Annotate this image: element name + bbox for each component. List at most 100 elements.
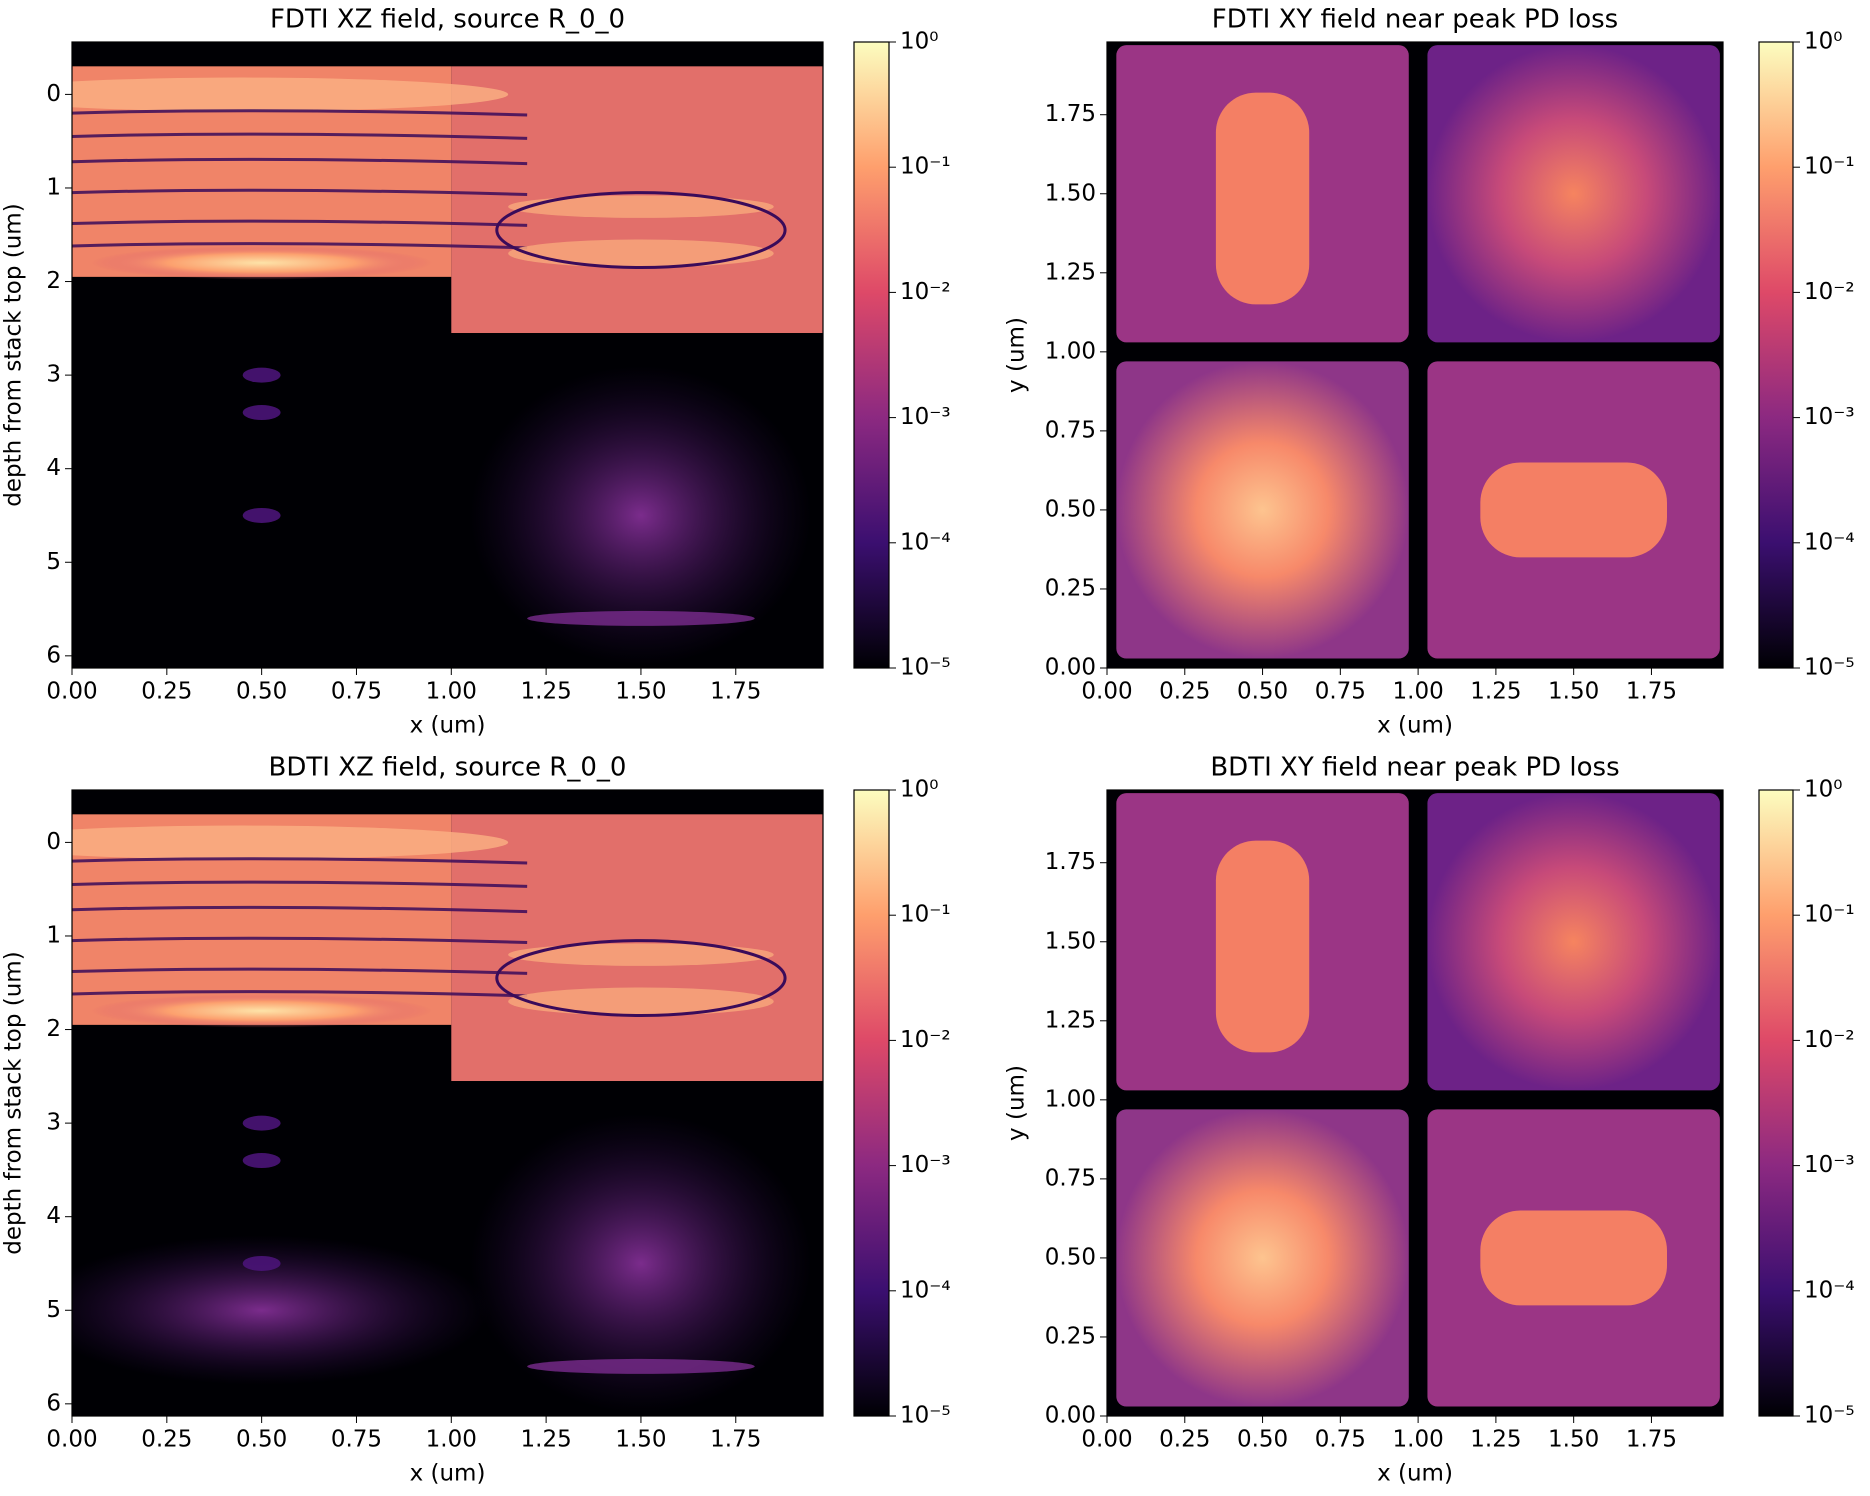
colorbar-tick-label: 10⁰ <box>1804 777 1843 803</box>
y-axis-label: depth from stack top (um) <box>1 203 27 506</box>
field-stripe <box>495 191 787 270</box>
field-stripe <box>72 936 528 945</box>
x-tick-label: 0.25 <box>1159 679 1210 705</box>
field-region <box>508 987 774 1016</box>
y-tick-label: 1.75 <box>1045 101 1096 127</box>
x-tick-label: 0.00 <box>1081 1427 1132 1453</box>
y-tick-label: 1.25 <box>1045 259 1096 285</box>
colorbar-tick-label: 10⁻⁵ <box>900 655 951 681</box>
y-tick-label: 2 <box>46 1016 61 1042</box>
panel: BDTI XY field near peak PD loss 0.00 0.25 0… <box>1004 753 1855 1487</box>
y-axis-label: y (um) <box>1004 1065 1030 1141</box>
x-tick-label: 1.75 <box>1626 1427 1677 1453</box>
x-tick-label: 0.00 <box>46 1427 97 1453</box>
y-tick-label: 1.25 <box>1045 1007 1096 1033</box>
x-tick-label: 1.50 <box>615 679 666 705</box>
field-region <box>242 367 281 383</box>
y-tick-label: 0 <box>46 81 61 107</box>
colorbar-tick-label: 10⁻⁴ <box>1804 529 1855 555</box>
y-tick-label: 1.50 <box>1045 180 1096 206</box>
field-region <box>90 245 433 280</box>
field-region <box>527 610 755 626</box>
colorbar-tick-label: 10⁻⁴ <box>900 1277 951 1303</box>
field-stripe <box>72 188 528 197</box>
y-tick-label: 0.50 <box>1045 1244 1096 1270</box>
field-region <box>1427 45 1720 343</box>
x-tick-label: 1.00 <box>426 679 477 705</box>
field-region <box>527 1358 755 1374</box>
field-stripe <box>72 967 528 975</box>
field-region <box>1215 840 1310 1053</box>
x-tick-label: 0.25 <box>141 679 192 705</box>
y-tick-label: 0.00 <box>1045 1403 1096 1429</box>
field-stripe <box>72 905 528 914</box>
colorbar-tick-label: 10⁻¹ <box>1804 902 1855 928</box>
colorbar-tick-label: 10⁻² <box>1804 1027 1855 1053</box>
field-region <box>1480 462 1667 558</box>
x-tick-label: 1.50 <box>615 1427 666 1453</box>
x-tick-label: 0.50 <box>1237 679 1288 705</box>
y-tick-label: 0.00 <box>1045 655 1096 681</box>
field-region <box>72 825 509 860</box>
field-stripe <box>72 242 528 250</box>
y-tick-label: 1.50 <box>1045 928 1096 954</box>
y-tick-label: 0.25 <box>1045 575 1096 601</box>
colorbar-tick-label: 10⁻¹ <box>900 154 951 180</box>
x-tick-label: 0.50 <box>1237 1427 1288 1453</box>
field-stripe <box>72 990 528 998</box>
colorbar-tick-label: 10⁻² <box>900 1027 951 1053</box>
colorbar-tick-label: 10⁻¹ <box>1804 154 1855 180</box>
x-tick-label: 0.00 <box>46 679 97 705</box>
y-tick-label: 0 <box>46 829 61 855</box>
y-tick-label: 4 <box>46 1203 61 1229</box>
y-tick-label: 1.00 <box>1045 1086 1096 1112</box>
x-tick-label: 1.25 <box>521 1427 572 1453</box>
y-tick-label: 1.00 <box>1045 338 1096 364</box>
field-region <box>1215 92 1310 305</box>
colorbar-tick-label: 10⁻¹ <box>900 902 951 928</box>
y-tick-label: 6 <box>46 642 61 668</box>
plot-frame <box>1106 789 1724 1417</box>
plot-frame <box>1106 41 1724 669</box>
x-axis-label: x (um) <box>1377 713 1453 739</box>
colorbar-tick-label: 10⁻⁴ <box>1804 1277 1855 1303</box>
x-tick-label: 0.75 <box>331 679 382 705</box>
colorbar-tick-label: 10⁻³ <box>900 404 951 430</box>
colorbar-tick-label: 10⁻⁴ <box>900 529 951 555</box>
x-tick-label: 1.25 <box>1470 679 1521 705</box>
x-tick-label: 0.00 <box>1081 679 1132 705</box>
x-tick-label: 0.50 <box>236 1427 287 1453</box>
field-region <box>1116 361 1409 659</box>
field-stripe <box>72 219 528 227</box>
x-axis-label: x (um) <box>410 1461 486 1487</box>
field-region <box>508 195 774 218</box>
y-tick-label: 0.25 <box>1045 1323 1096 1349</box>
y-tick-label: 4 <box>46 455 61 481</box>
heatmap-image <box>1107 42 1723 668</box>
field-stripe <box>72 880 528 888</box>
colorbar-tick-label: 10⁻³ <box>1804 404 1855 430</box>
plot-frame <box>71 41 824 669</box>
y-axis-label: y (um) <box>1004 317 1030 393</box>
y-tick-label: 2 <box>46 268 61 294</box>
chart-title: BDTI XZ field, source R_0_0 <box>269 753 627 783</box>
colorbar-tick-label: 10⁰ <box>900 777 939 803</box>
heatmap-image <box>1107 790 1723 1416</box>
chart-title: FDTI XY field near peak PD loss <box>1212 5 1618 35</box>
x-tick-label: 1.25 <box>1470 1427 1521 1453</box>
colorbar-tick-label: 10⁻² <box>900 279 951 305</box>
y-tick-label: 0.75 <box>1045 417 1096 443</box>
field-region <box>1116 1109 1409 1407</box>
chart-title: BDTI XY field near peak PD loss <box>1210 753 1619 783</box>
y-tick-label: 0.50 <box>1045 496 1096 522</box>
field-region <box>72 77 509 112</box>
y-tick-label: 6 <box>46 1390 61 1416</box>
x-tick-label: 0.50 <box>236 679 287 705</box>
x-tick-label: 1.50 <box>1548 1427 1599 1453</box>
field-stripe <box>72 857 528 865</box>
chart-title: FDTI XZ field, source R_0_0 <box>270 5 625 35</box>
y-axis-label: depth from stack top (um) <box>1 951 27 1254</box>
colorbar-tick-label: 10⁻⁵ <box>1804 655 1855 681</box>
field-region <box>1427 793 1720 1091</box>
